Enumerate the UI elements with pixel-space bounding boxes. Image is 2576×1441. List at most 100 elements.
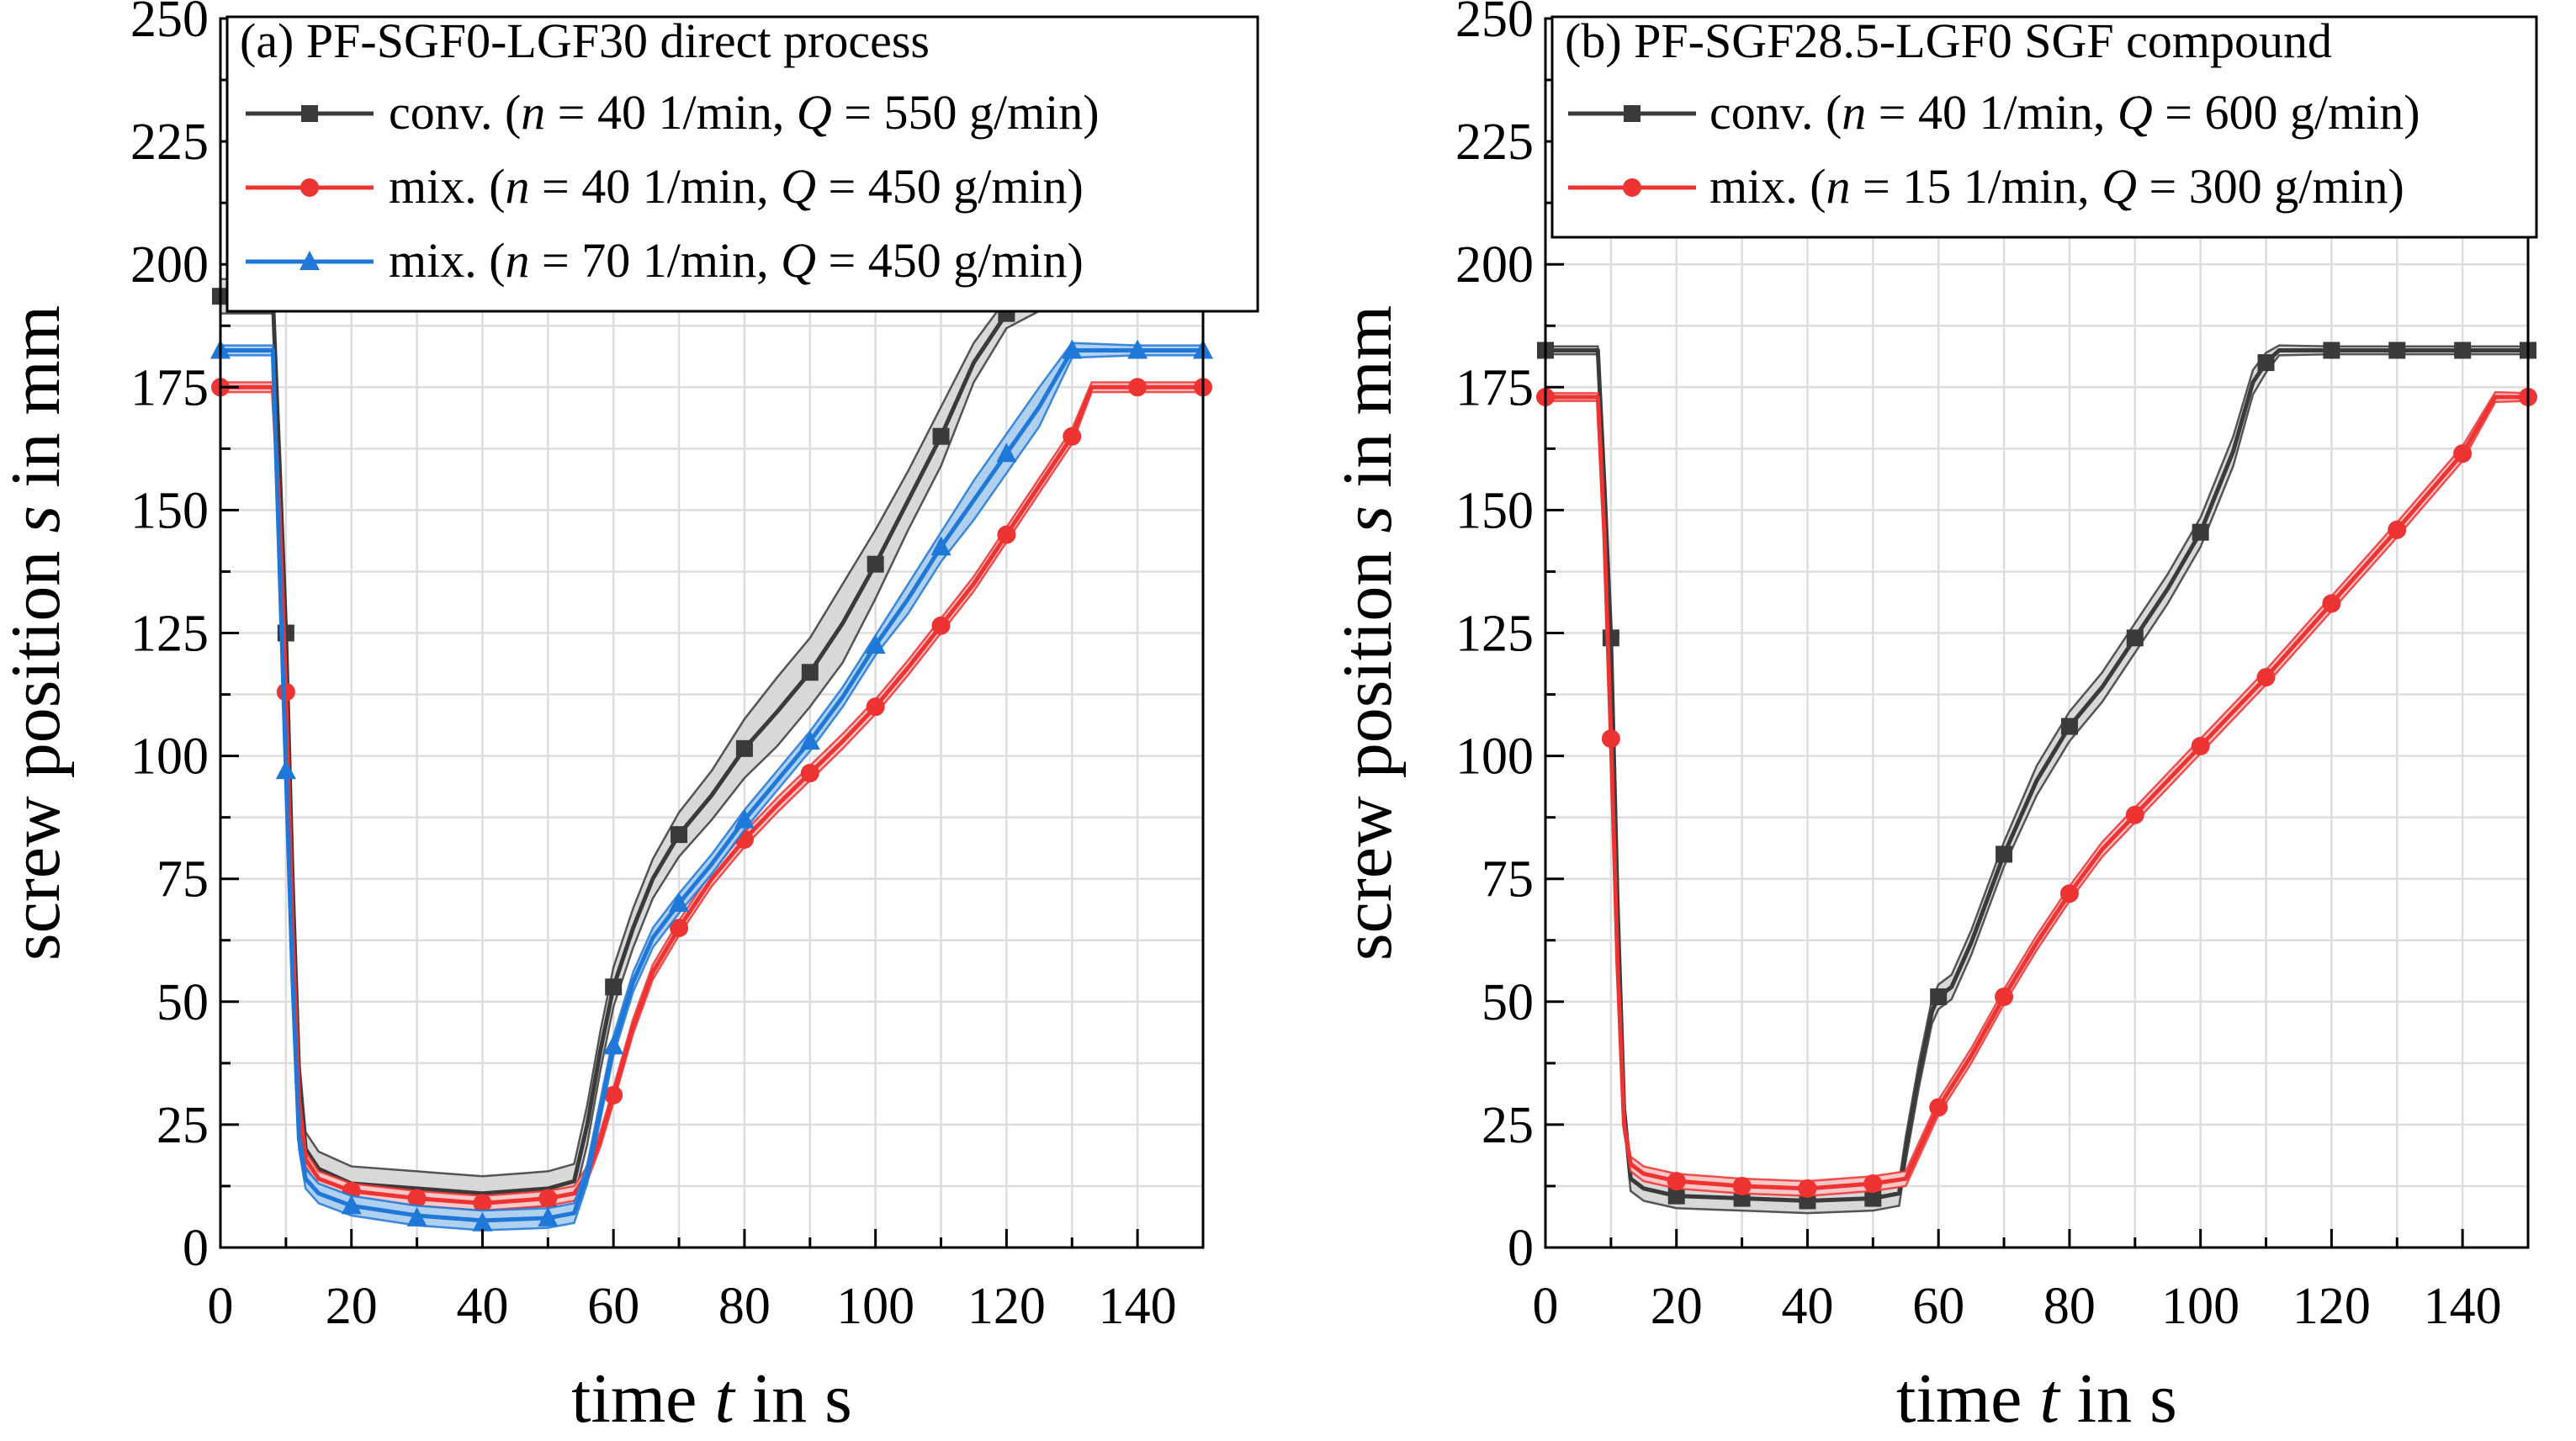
legend-entry-part: = 40 1/min, [545, 85, 797, 140]
legend-entry: mix. (n = 70 1/min, Q = 450 g/min) [389, 233, 1084, 288]
series-0-point [2192, 523, 2209, 541]
legend-entry-part: Q [2102, 159, 2137, 214]
legend-swatch-marker [1624, 105, 1640, 122]
x-tick-label: 60 [587, 1278, 639, 1335]
y-tick-label: 225 [130, 114, 209, 171]
y-tick-label: 125 [1455, 606, 1534, 663]
y-tick-label: 75 [156, 851, 209, 909]
series-1-point [1863, 1174, 1883, 1194]
legend-entry-part: conv. ( [389, 85, 521, 140]
series-1-point [2191, 736, 2210, 755]
series-0-point [2323, 342, 2340, 359]
legend-entry-part: n [1842, 85, 1866, 140]
series-1-point [1063, 426, 1082, 446]
panel-a: 0 20 40 60 80 100 120 140 0 25 50 75 100 125 150 175 200… [0, 0, 1259, 1438]
x-tick-label: 140 [1099, 1278, 1177, 1335]
series-2-point [538, 1206, 559, 1226]
series-0-point [1602, 629, 1619, 647]
series-1-point [800, 764, 819, 783]
x-axis-label-part: t [2039, 1359, 2061, 1438]
series-2-point [865, 634, 886, 654]
series-0-point [2257, 354, 2275, 372]
series-2-point [669, 892, 690, 912]
x-tick-label: 20 [1651, 1278, 1703, 1335]
legend-entry: conv. (n = 40 1/min, Q = 550 g/min) [389, 85, 1100, 140]
y-tick-label: 25 [156, 1097, 209, 1154]
y-tick-label: 100 [1455, 728, 1534, 786]
series-1-point [1732, 1176, 1752, 1195]
chart-title: (b) PF-SGF28.5-LGF0 SGF compound [1565, 13, 2332, 68]
series-1-point [1601, 729, 1620, 749]
series-2-point [472, 1211, 493, 1232]
series-2-point [341, 1195, 362, 1215]
x-axis-label-part: time [1896, 1359, 2039, 1438]
series-0-line [220, 294, 1203, 1196]
legend-entry-part: = 70 1/min, [530, 233, 782, 288]
y-tick-label: 0 [183, 1220, 209, 1277]
y-tick-label: 50 [156, 974, 209, 1031]
series-2-point [930, 536, 951, 556]
legend-box [1550, 15, 2538, 239]
x-tick-label: 140 [2424, 1278, 2502, 1335]
legend-entry-part: n [506, 159, 530, 214]
series-2-point [275, 760, 296, 780]
series-1-point [2059, 884, 2079, 903]
legend-box [225, 15, 1259, 313]
x-tick-label: 100 [2161, 1278, 2239, 1335]
y-axis-label-part: in mm [0, 305, 75, 506]
series-1-point [1929, 1098, 1948, 1117]
series-0-point [932, 427, 950, 445]
series-1-point [1128, 378, 1148, 397]
series-1-point [538, 1189, 558, 1208]
x-axis-label-part: in s [2059, 1359, 2177, 1438]
series-2-line [220, 347, 1203, 1223]
series-1-point [2125, 805, 2144, 824]
x-tick-label: 80 [718, 1278, 771, 1335]
legend-entry-part: = 450 g/min) [816, 159, 1084, 214]
series-0-point [2454, 342, 2472, 359]
series-1-point [1995, 987, 2014, 1006]
series-1-point [2453, 444, 2473, 464]
chart-title: (a) PF-SGF0-LGF30 direct process [240, 13, 930, 68]
legend-swatch-marker [300, 178, 319, 197]
legend-entry-part: = 15 1/min, [1851, 159, 2102, 214]
x-tick-label: 40 [456, 1278, 508, 1335]
series-1-point [931, 616, 951, 635]
series-2-point [603, 1035, 624, 1055]
series-0-point [1930, 988, 1948, 1005]
series-1-point [276, 682, 295, 702]
legend-entry-part: Q [797, 85, 832, 140]
legend-entry: mix. (n = 15 1/min, Q = 300 g/min) [1709, 159, 2404, 214]
x-axis-label: time t in s [1896, 1359, 2177, 1438]
y-tick-label: 25 [1481, 1097, 1534, 1154]
legend-swatch-marker [301, 105, 318, 122]
series-0-point [2388, 342, 2406, 359]
x-axis-label-part: time [571, 1359, 714, 1438]
legend-swatch-marker [1623, 178, 1641, 197]
series-0-point [605, 978, 623, 996]
series-1-point [2322, 594, 2341, 613]
legend-entry-part: n [506, 233, 530, 288]
x-tick-label: 0 [208, 1278, 234, 1335]
y-tick-label: 175 [130, 359, 209, 416]
series-0-point [2060, 718, 2078, 735]
legend-entry-part: mix. ( [389, 159, 506, 214]
series-1-point [1667, 1172, 1686, 1191]
y-axis-label-part: s [0, 506, 75, 533]
series-1-point [407, 1189, 427, 1208]
series-0-point [867, 555, 884, 573]
legend-entry-part: mix. ( [1709, 159, 1826, 214]
y-axis-label-part: screw position [1328, 533, 1407, 962]
x-tick-label: 80 [2043, 1278, 2096, 1335]
y-tick-label: 225 [1455, 114, 1534, 171]
series-0-point [1864, 1189, 1882, 1207]
legend-entry-part: Q [781, 159, 816, 214]
y-tick-label: 125 [130, 606, 209, 663]
legend-entry: conv. (n = 40 1/min, Q = 600 g/min) [1709, 85, 2420, 140]
series-0-point [671, 826, 688, 844]
series-2-point [1062, 339, 1083, 359]
panel-b: 0 20 40 60 80 100 120 140 0 25 50 75 100 125 150 175 200… [1328, 0, 2538, 1438]
series-2-point [734, 808, 755, 829]
x-tick-label: 40 [1781, 1278, 1833, 1335]
